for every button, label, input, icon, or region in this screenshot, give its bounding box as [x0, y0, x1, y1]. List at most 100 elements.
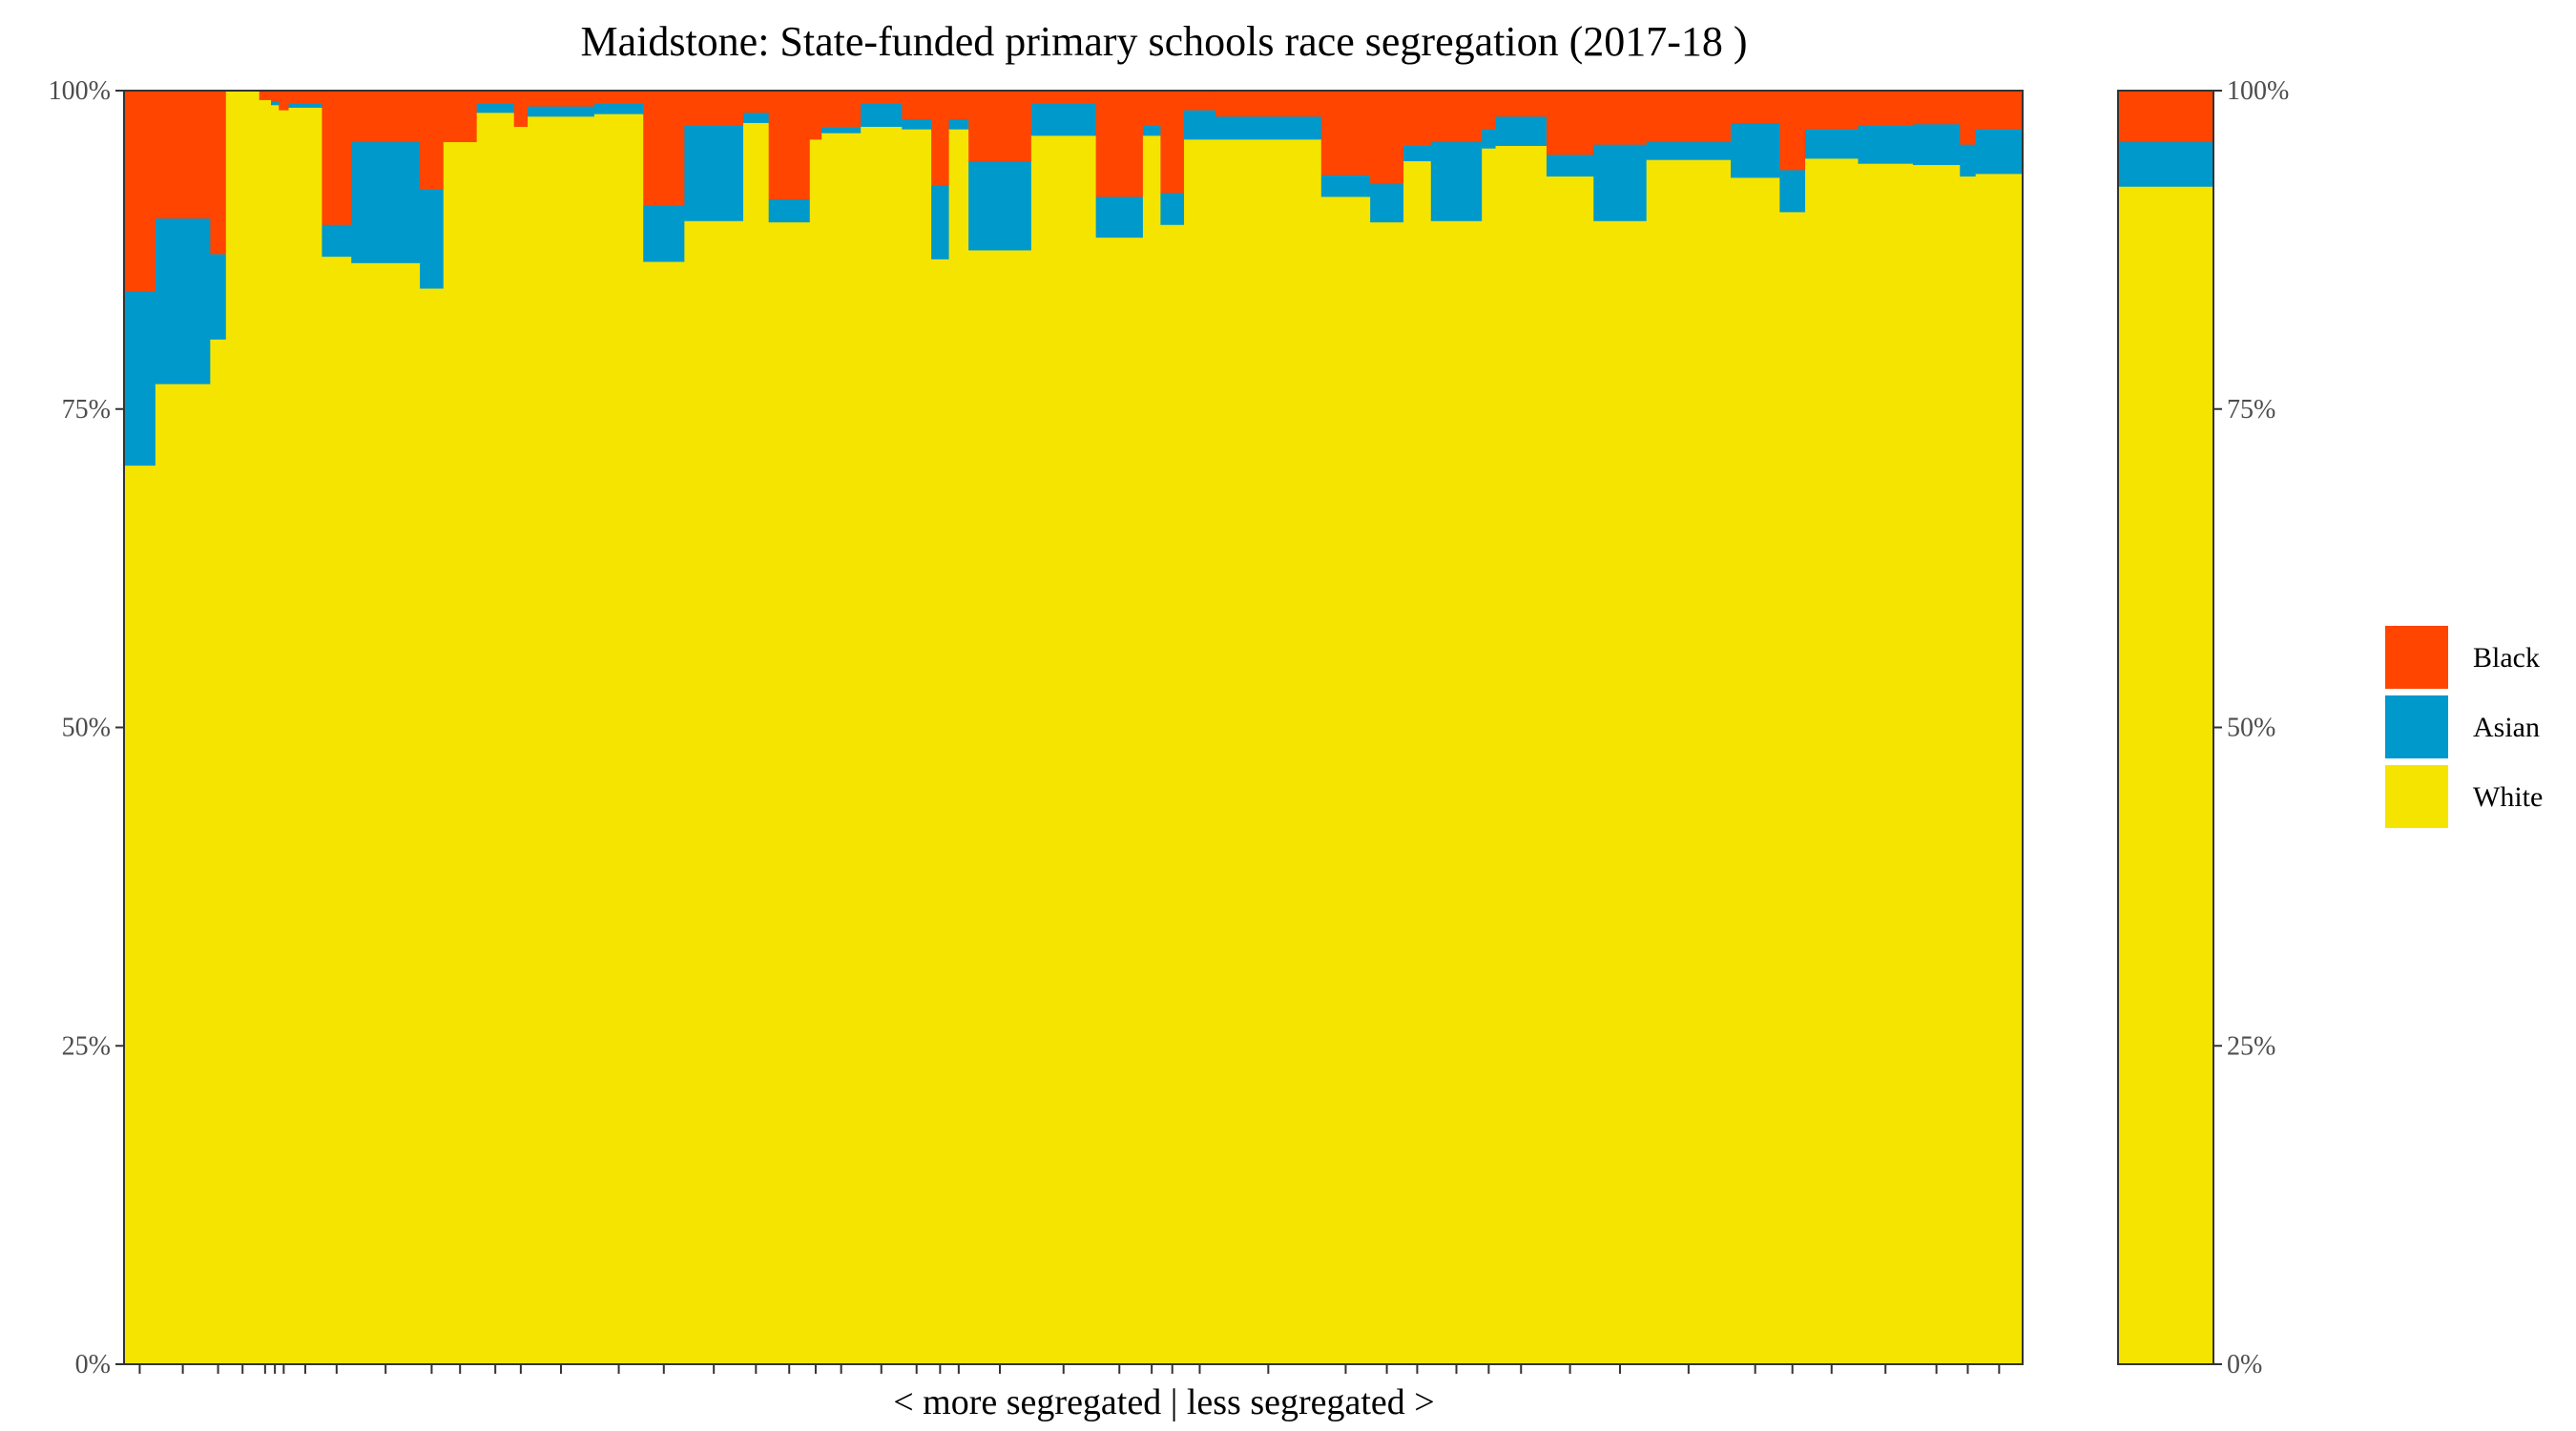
bar-black-35: [1370, 91, 1404, 185]
bar-black-45: [1805, 91, 1859, 130]
y-tick-label-left: 50%: [62, 714, 111, 743]
bar-black-27: [968, 91, 1032, 162]
y-tick-label-left: 25%: [62, 1031, 111, 1061]
y-tick-label-right: 25%: [2227, 1031, 2275, 1061]
bar-black-33: [1215, 91, 1322, 117]
bar-black-13: [476, 91, 515, 104]
bar-white-26: [948, 129, 969, 1365]
bar-white-34: [1320, 196, 1371, 1365]
bar-asian-38: [1482, 129, 1497, 149]
bar-black-43: [1731, 91, 1780, 123]
bar-black-36: [1403, 91, 1432, 146]
summary-bar-white: [2118, 186, 2213, 1365]
bar-white-21: [809, 138, 822, 1365]
bar-asian-44: [1779, 169, 1806, 213]
bar-white-43: [1731, 176, 1780, 1365]
bar-white-45: [1805, 157, 1859, 1365]
bar-black-15: [528, 91, 595, 107]
bar-white-37: [1430, 220, 1483, 1365]
chart-title: Maidstone: State-funded primary schools …: [580, 18, 1747, 65]
bar-asian-46: [1858, 125, 1914, 164]
bar-black-12: [443, 91, 478, 142]
legend-label-white: White: [2473, 781, 2543, 813]
bar-black-18: [684, 91, 744, 126]
bar-asian-35: [1370, 183, 1404, 223]
bar-white-17: [643, 260, 685, 1365]
bar-black-11: [420, 91, 445, 190]
bar-asian-27: [968, 160, 1032, 251]
bar-black-21: [809, 91, 822, 140]
bar-white-2: [155, 384, 211, 1365]
legend-swatch-asian: [2385, 695, 2448, 758]
bar-white-23: [861, 126, 903, 1365]
bar-white-15: [528, 115, 595, 1365]
bar-black-22: [821, 91, 862, 127]
bar-asian-19: [742, 112, 770, 123]
bar-black-49: [1975, 91, 2024, 130]
bar-asian-48: [1960, 144, 1977, 177]
bar-white-41: [1593, 220, 1648, 1365]
bar-asian-40: [1546, 154, 1594, 177]
bar-asian-47: [1912, 123, 1961, 166]
bar-black-39: [1495, 91, 1548, 117]
y-tick-label-right: 50%: [2227, 714, 2275, 743]
bar-black-1: [124, 91, 156, 292]
bar-white-29: [1095, 237, 1144, 1365]
summary-bar-black: [2118, 91, 2213, 142]
bar-white-19: [742, 122, 770, 1365]
bar-white-10: [351, 262, 421, 1365]
bar-asian-23: [861, 103, 903, 127]
bar-asian-1: [124, 290, 156, 467]
bar-asian-45: [1805, 129, 1859, 159]
y-tick-label-left: 100%: [49, 76, 111, 106]
bar-asian-43: [1731, 122, 1780, 178]
bar-white-5: [259, 99, 272, 1365]
bar-asian-25: [931, 184, 950, 259]
bar-asian-17: [643, 205, 685, 262]
bar-white-27: [968, 249, 1032, 1365]
y-axis-left: 0% 25% 50% 75% 100%: [49, 76, 124, 1379]
bar-black-3: [210, 91, 227, 255]
legend-label-asian: Asian: [2473, 712, 2540, 743]
bar-black-41: [1593, 91, 1648, 145]
bar-asian-49: [1975, 129, 2024, 175]
bar-asian-37: [1430, 141, 1483, 221]
legend: Black Asian White: [2385, 626, 2543, 828]
bar-asian-33: [1215, 115, 1322, 140]
bar-black-37: [1430, 91, 1483, 142]
bar-black-19: [742, 91, 770, 114]
summary-bar-asian: [2118, 141, 2213, 187]
bar-black-24: [902, 91, 932, 119]
legend-label-black: Black: [2473, 642, 2540, 674]
bar-asian-26: [948, 118, 969, 130]
bar-asian-16: [593, 103, 644, 114]
y-tick-label-left: 75%: [62, 395, 111, 425]
bar-black-31: [1160, 91, 1185, 194]
bar-white-32: [1184, 138, 1216, 1365]
x-axis-label: < more segregated | less segregated >: [893, 1382, 1434, 1422]
bar-black-44: [1779, 91, 1806, 171]
bar-white-20: [768, 221, 811, 1365]
bar-asian-39: [1495, 115, 1548, 146]
bar-black-10: [351, 91, 421, 142]
bar-asian-31: [1160, 192, 1185, 225]
bar-white-11: [420, 287, 445, 1365]
bar-asian-41: [1593, 144, 1648, 221]
bar-asian-11: [420, 188, 445, 289]
bar-black-2: [155, 91, 211, 219]
bar-black-32: [1184, 91, 1216, 111]
bar-black-17: [643, 91, 685, 206]
bar-white-4: [225, 91, 260, 1365]
bar-white-47: [1912, 164, 1961, 1365]
bar-white-35: [1370, 221, 1404, 1365]
y-tick-label-right: 100%: [2227, 76, 2289, 106]
bar-white-28: [1030, 135, 1097, 1365]
bar-asian-34: [1320, 175, 1371, 197]
bar-black-26: [948, 91, 969, 119]
y-tick-label-left: 0%: [75, 1350, 111, 1379]
bar-white-3: [210, 339, 227, 1365]
x-axis-ticks: [138, 1364, 2001, 1374]
bar-asian-29: [1095, 196, 1144, 238]
bar-white-48: [1960, 176, 1977, 1365]
